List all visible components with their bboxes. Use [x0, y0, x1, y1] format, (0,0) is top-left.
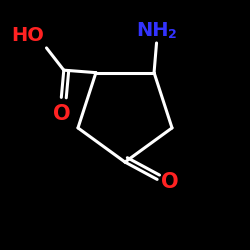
Text: 2: 2 — [168, 28, 177, 41]
Text: O: O — [52, 104, 70, 124]
Text: HO: HO — [11, 26, 44, 46]
Text: NH: NH — [136, 22, 169, 40]
Text: O: O — [161, 172, 178, 192]
